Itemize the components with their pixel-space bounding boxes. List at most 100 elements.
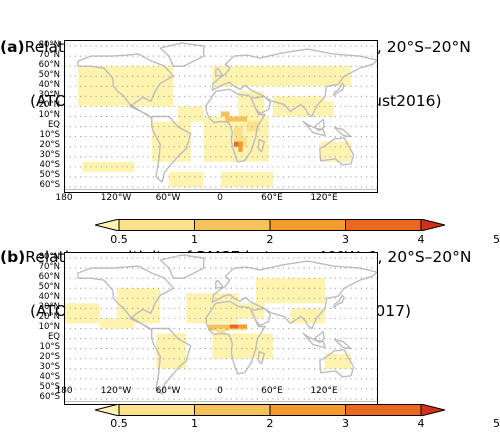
panel-a-grid-dot xyxy=(345,65,347,67)
panel-a-grid-dot xyxy=(116,176,118,178)
panel-b-grid-dot xyxy=(189,368,191,370)
panel-b-grid-dot xyxy=(345,257,347,259)
panel-b-grid-dot xyxy=(178,388,180,390)
panel-b-grid-dot xyxy=(220,267,222,269)
panel-b-sensitivity-patch xyxy=(212,333,273,359)
panel-b-grid-dot xyxy=(246,297,248,299)
panel-a-grid-dot xyxy=(215,65,217,67)
panel-a-grid-dot xyxy=(293,136,295,138)
panel-b-grid-dot xyxy=(225,388,227,390)
panel-b-grid-dot xyxy=(65,277,66,279)
panel-b-grid-dot xyxy=(189,297,191,299)
panel-a-grid-dot xyxy=(236,156,238,158)
panel-b-grid-dot xyxy=(147,297,149,299)
panel-b-grid-dot xyxy=(80,358,82,360)
panel-b-grid-dot xyxy=(210,287,212,289)
panel-b-colorbar-level-label: 0.5 xyxy=(110,417,128,430)
panel-b-grid-dot xyxy=(95,388,97,390)
panel-a-lat-label: 10°S xyxy=(39,130,60,141)
panel-b-grid-dot xyxy=(230,398,232,400)
panel-b-grid-dot xyxy=(376,307,377,309)
panel-b-grid-dot xyxy=(126,307,128,309)
panel-b-grid-dot xyxy=(277,378,279,380)
panel-b-grid-dot xyxy=(272,277,274,279)
panel-a-grid-dot xyxy=(152,166,154,168)
panel-a-lon-label: 60°W xyxy=(155,193,181,203)
panel-a-grid-dot xyxy=(319,156,321,158)
panel-b-grid-dot xyxy=(329,368,331,370)
panel-b-grid-dot xyxy=(126,398,128,400)
panel-a-grid-dot xyxy=(100,166,102,168)
panel-a-grid-dot xyxy=(111,186,113,188)
panel-b-grid-dot xyxy=(225,267,227,269)
panel-b-grid-dot xyxy=(147,277,149,279)
panel-a-grid-dot xyxy=(85,75,87,77)
panel-b-grid-dot xyxy=(95,337,97,340)
panel-a-grid-dot xyxy=(69,95,71,97)
panel-a-grid-dot xyxy=(241,166,243,168)
panel-b-grid-dot xyxy=(95,257,97,259)
panel-a-grid-dot xyxy=(132,186,134,188)
panel-a-grid-dot xyxy=(69,85,71,87)
panel-a-grid-dot xyxy=(168,45,170,47)
panel-b-grid-dot xyxy=(116,257,118,259)
panel-a-grid-dot xyxy=(132,166,134,168)
panel-b-grid-dot xyxy=(69,348,71,350)
panel-b-grid-dot xyxy=(158,317,160,320)
panel-a-grid-dot xyxy=(288,125,290,128)
panel-a-grid-dot xyxy=(230,186,232,188)
panel-b-grid-dot xyxy=(350,297,352,299)
panel-b-grid-dot xyxy=(308,287,310,289)
panel-b-grid-dot xyxy=(100,317,102,320)
panel-b-grid-dot xyxy=(319,337,321,340)
panel-a-grid-dot xyxy=(137,125,139,128)
panel-a-grid-dot xyxy=(345,105,347,108)
panel-a-grid-dot xyxy=(173,75,175,77)
panel-a-grid-dot xyxy=(80,186,82,188)
panel-a-grid-dot xyxy=(371,156,373,158)
panel-b-grid-dot xyxy=(158,297,160,299)
panel-b-grid-dot xyxy=(194,368,196,370)
panel-b-grid-dot xyxy=(95,297,97,299)
panel-b-grid-dot xyxy=(65,378,66,380)
panel-a-grid-dot xyxy=(116,45,118,47)
panel-b-grid-dot xyxy=(277,358,279,360)
panel-b-grid-dot xyxy=(199,297,201,299)
panel-a-grid-dot xyxy=(184,146,186,148)
panel-a-grid-dot xyxy=(80,115,82,118)
panel-a-grid-dot xyxy=(189,156,191,158)
panel-b-grid-dot xyxy=(74,368,76,370)
panel-b-grid-dot xyxy=(69,378,71,380)
panel-b-grid-dot xyxy=(324,257,326,259)
panel-a-grid-dot xyxy=(277,45,279,47)
panel-b-grid-dot xyxy=(360,327,362,330)
panel-b-grid-dot xyxy=(85,317,87,320)
panel-b-grid-dot xyxy=(111,277,113,279)
panel-a-grid-dot xyxy=(100,105,102,108)
panel-a-sensitivity-patch xyxy=(82,161,135,172)
panel-a-grid-dot xyxy=(126,85,128,87)
panel-a-grid-dot xyxy=(220,136,222,138)
panel-b-grid-dot xyxy=(246,337,248,340)
panel-b-grid-dot xyxy=(132,368,134,370)
panel-b-grid-dot xyxy=(204,317,206,320)
panel-a-grid-dot xyxy=(90,95,92,97)
panel-a-grid-dot xyxy=(293,75,295,77)
panel-a-grid-dot xyxy=(142,95,144,97)
panel-b-grid-dot xyxy=(215,317,217,320)
panel-a-grid-dot xyxy=(366,156,368,158)
panel-b-grid-dot xyxy=(360,287,362,289)
panel-b-grid-dot xyxy=(173,297,175,299)
panel-b-hotspot-cell xyxy=(216,328,226,334)
panel-a-grid-dot xyxy=(345,146,347,148)
panel-a-grid-dot xyxy=(168,75,170,77)
panel-b-grid-dot xyxy=(267,287,269,289)
panel-a-grid-dot xyxy=(142,125,144,128)
panel-a-grid-dot xyxy=(324,55,326,57)
panel-b-grid-dot xyxy=(106,378,108,380)
panel-a-grid-dot xyxy=(272,186,274,188)
panel-a-grid-dot xyxy=(288,146,290,148)
panel-b-grid-dot xyxy=(220,327,222,330)
panel-a-grid-dot xyxy=(132,136,134,138)
panel-a-grid-dot xyxy=(194,55,196,57)
